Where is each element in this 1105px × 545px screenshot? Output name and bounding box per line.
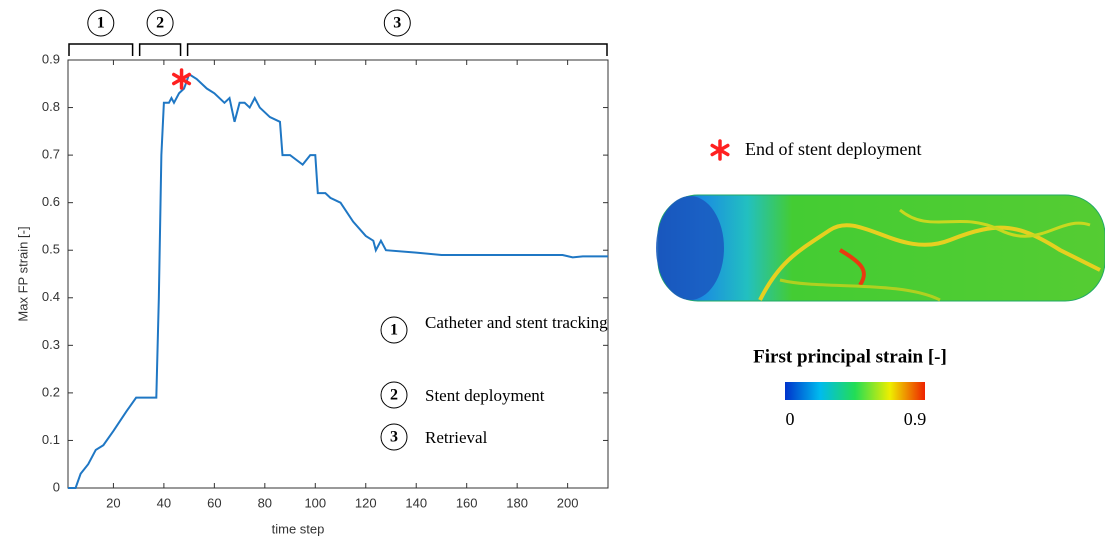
data-line bbox=[68, 74, 608, 488]
y-tick-label: 0.7 bbox=[42, 147, 60, 162]
x-tick-label: 140 bbox=[405, 495, 427, 510]
page: time step Max FP strain [-] First princi… bbox=[0, 0, 1105, 545]
phase-legend-number: 2 bbox=[390, 387, 398, 404]
phase-bracket bbox=[69, 44, 133, 56]
phase-bracket bbox=[140, 44, 181, 56]
x-tick-label: 120 bbox=[355, 495, 377, 510]
chart: time step Max FP strain [-] First princi… bbox=[0, 0, 1105, 545]
y-tick-label: 0.9 bbox=[42, 51, 60, 66]
marker-legend-text: End of stent deployment bbox=[745, 139, 921, 159]
x-tick-label: 80 bbox=[258, 495, 272, 510]
colorbar-max: 0.9 bbox=[904, 409, 927, 429]
phase-legend-text: Retrieval bbox=[425, 427, 615, 448]
y-tick-label: 0.5 bbox=[42, 242, 60, 257]
y-tick-label: 0.3 bbox=[42, 337, 60, 352]
phase-legend-text: Stent deployment bbox=[425, 385, 615, 406]
colorbar-title: First principal strain [-] bbox=[753, 346, 947, 367]
y-tick-label: 0.8 bbox=[42, 99, 60, 114]
colorbar-min: 0 bbox=[786, 409, 795, 429]
x-tick-label: 160 bbox=[456, 495, 478, 510]
x-tick-label: 180 bbox=[506, 495, 528, 510]
stent-render bbox=[656, 195, 1105, 301]
y-tick-label: 0 bbox=[53, 479, 60, 494]
y-tick-label: 0.6 bbox=[42, 194, 60, 209]
x-tick-label: 20 bbox=[106, 495, 120, 510]
phase-label: 2 bbox=[156, 15, 164, 32]
phase-label: 1 bbox=[97, 15, 105, 32]
x-tick-label: 60 bbox=[207, 495, 221, 510]
x-tick-label: 200 bbox=[557, 495, 579, 510]
phase-legend-text: Catheter and stent tracking bbox=[425, 312, 615, 333]
phase-legend-number: 3 bbox=[390, 429, 398, 446]
phase-legend-number: 1 bbox=[390, 322, 398, 339]
phase-bracket bbox=[188, 44, 607, 56]
y-tick-label: 0.1 bbox=[42, 432, 60, 447]
y-axis-label: Max FP strain [-] bbox=[15, 226, 30, 321]
y-tick-label: 0.2 bbox=[42, 384, 60, 399]
y-tick-label: 0.4 bbox=[42, 289, 60, 304]
x-tick-label: 40 bbox=[157, 495, 171, 510]
x-tick-label: 100 bbox=[304, 495, 326, 510]
x-axis-label: time step bbox=[272, 521, 325, 536]
colorbar bbox=[785, 382, 925, 400]
marker-legend-star bbox=[712, 141, 728, 159]
phase-label: 3 bbox=[393, 15, 401, 32]
plot-frame bbox=[68, 60, 608, 488]
